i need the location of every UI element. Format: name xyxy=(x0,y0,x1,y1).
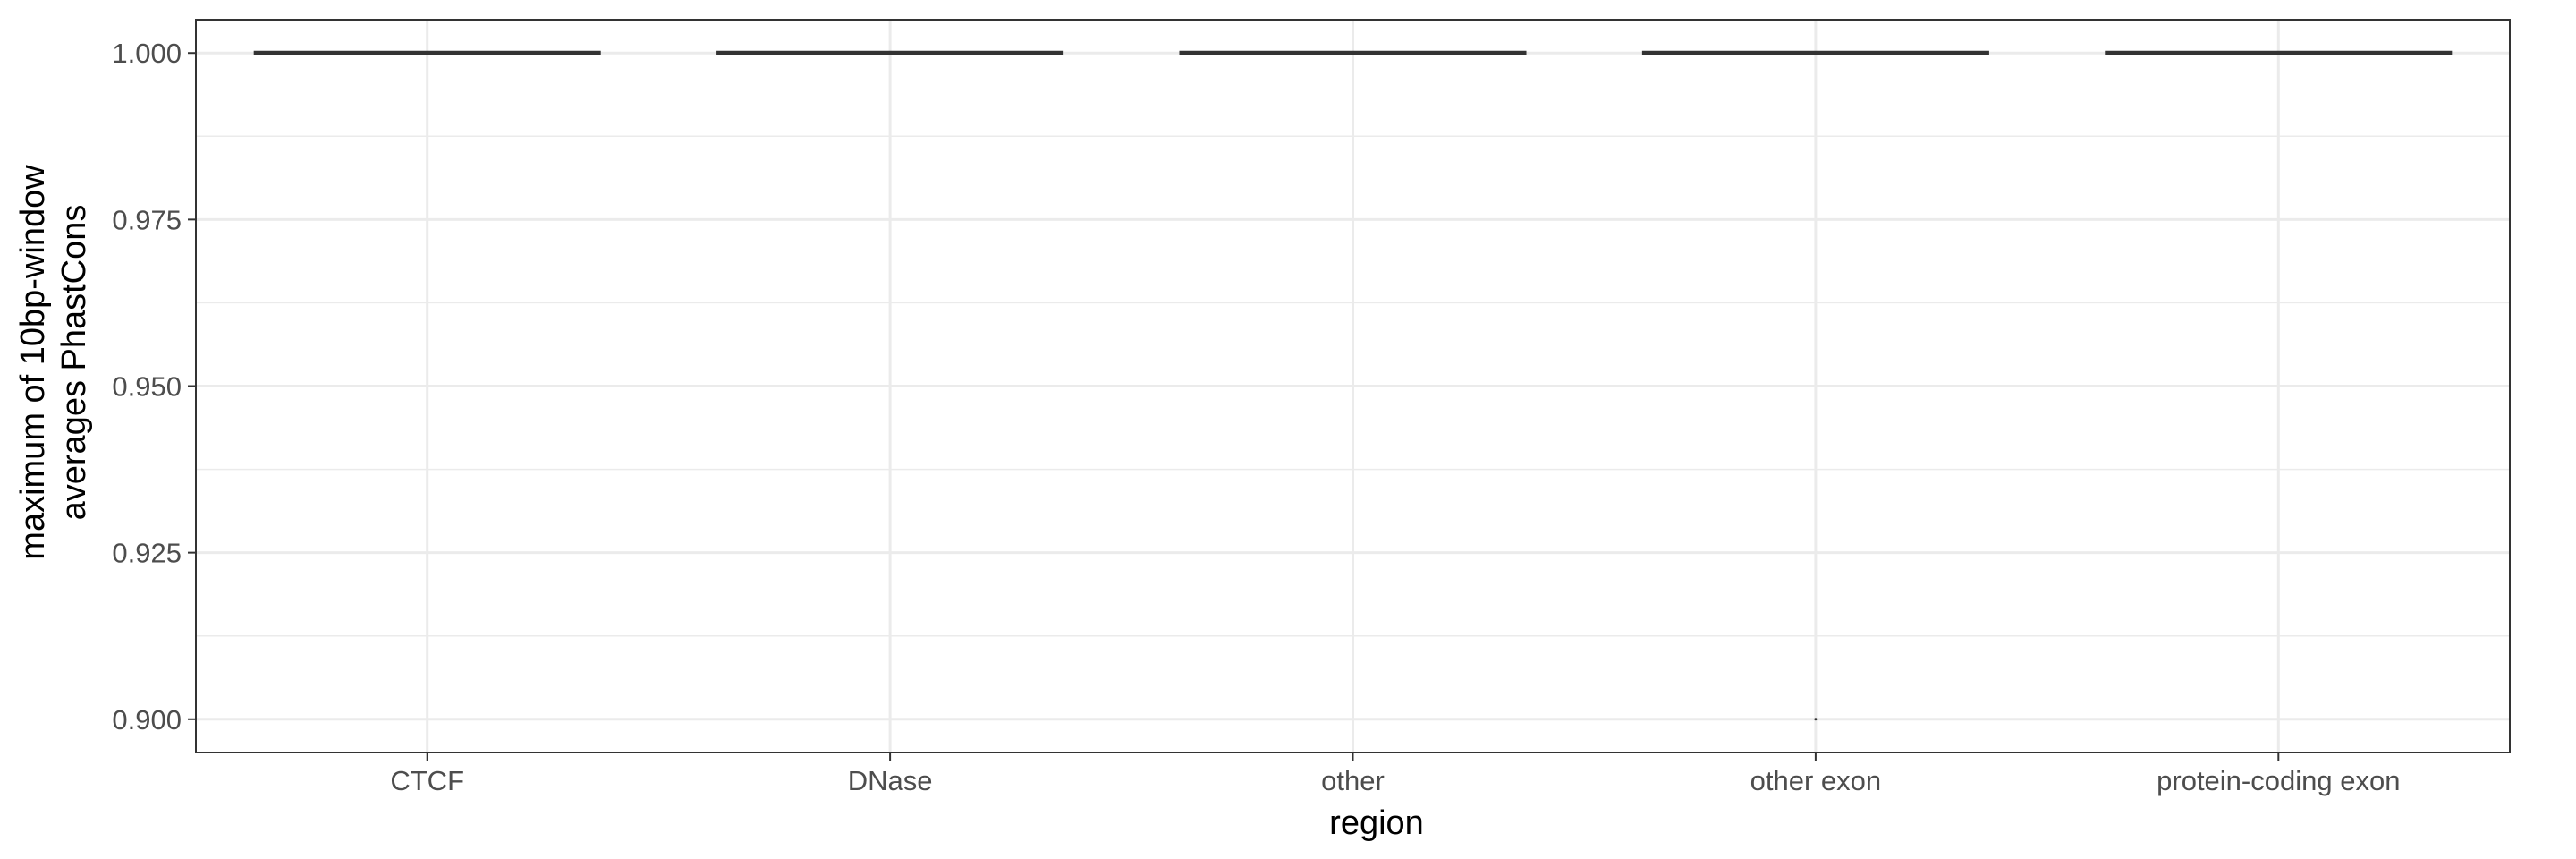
y-tick-label: 0.950 xyxy=(112,371,182,403)
x-tick-label: CTCF xyxy=(390,765,464,796)
y-axis-title-line-2: averages PhastCons xyxy=(55,205,93,521)
y-axis-title-line-1: maximum of 10bp-window xyxy=(14,165,52,560)
y-axis-title: maximum of 10bp-window averages PhastCon… xyxy=(14,165,93,560)
x-tick-label: DNase xyxy=(848,765,933,796)
box-other-exon xyxy=(1641,50,1989,721)
y-tick-label: 1.000 xyxy=(112,38,182,69)
box-layer xyxy=(253,50,2453,721)
x-tick-label: other exon xyxy=(1750,765,1882,796)
x-tick-label: other xyxy=(1321,765,1385,796)
outlier-point xyxy=(1814,718,1818,721)
x-axis-title: region xyxy=(1329,804,1424,842)
y-tick-label: 0.925 xyxy=(112,538,182,569)
y-tick-label: 0.900 xyxy=(112,704,182,736)
x-tick-label: protein-coding exon xyxy=(2157,765,2400,796)
y-tick-label: 0.975 xyxy=(112,204,182,235)
axis-ticks: 0.900 0.925 0.950 0.975 1.000 CTCF DNase other o… xyxy=(112,38,2400,796)
